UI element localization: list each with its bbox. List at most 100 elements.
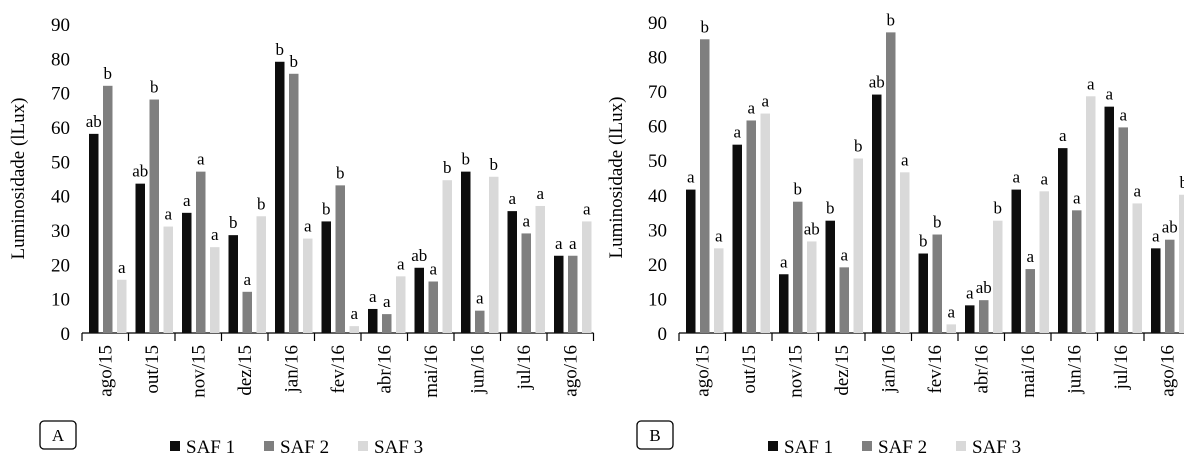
bar-saf-1-fev-16 bbox=[321, 221, 331, 333]
significance-letter: b bbox=[701, 17, 710, 36]
bar-saf-2-out-15 bbox=[746, 120, 756, 333]
y-tick-label: 0 bbox=[658, 324, 668, 345]
significance-letter: a bbox=[476, 289, 484, 308]
x-tick-label: fev/16 bbox=[925, 345, 946, 394]
bar-saf-3-fev-16 bbox=[349, 326, 359, 333]
x-tick-label: jul/16 bbox=[514, 345, 535, 390]
significance-letter: b bbox=[257, 194, 266, 213]
bar-saf-3-jul-16 bbox=[535, 205, 545, 333]
bar-saf-1-out-15 bbox=[135, 183, 145, 333]
bar-saf-1-jun-16 bbox=[1058, 148, 1068, 333]
legend-swatch bbox=[956, 441, 966, 451]
significance-letter: a bbox=[1012, 168, 1020, 187]
bar-saf-3-ago-15 bbox=[117, 279, 127, 333]
bar-saf-3-abr-16 bbox=[396, 276, 406, 333]
legend-swatch bbox=[264, 441, 274, 451]
significance-letter: ab bbox=[411, 246, 427, 265]
significance-letter: a bbox=[747, 98, 755, 117]
significance-letter: b bbox=[1180, 173, 1184, 192]
y-tick-label: 50 bbox=[51, 152, 70, 173]
y-tick-label: 80 bbox=[51, 49, 70, 70]
bar-saf-1-jul-16 bbox=[1104, 106, 1114, 334]
significance-letter: a bbox=[118, 258, 126, 277]
bar-saf-2-mai-16 bbox=[428, 281, 438, 333]
significance-letter: a bbox=[1119, 105, 1127, 124]
significance-letter: a bbox=[1087, 74, 1095, 93]
significance-letter: a bbox=[164, 205, 172, 224]
y-tick-label: 70 bbox=[51, 84, 70, 105]
x-tick-label: dez/15 bbox=[235, 345, 256, 396]
bar-saf-3-ago-15 bbox=[714, 248, 724, 333]
y-tick-label: 90 bbox=[648, 13, 667, 34]
significance-letter: a bbox=[1040, 169, 1048, 188]
bar-saf-1-out-15 bbox=[732, 144, 742, 333]
significance-letter: ab bbox=[804, 219, 820, 238]
bar-saf-1-jul-16 bbox=[507, 211, 517, 333]
bar-saf-1-ago-16 bbox=[554, 255, 564, 333]
significance-letter: a bbox=[583, 199, 591, 218]
x-tick-label: mai/16 bbox=[421, 345, 442, 398]
bar-saf-2-out-15 bbox=[149, 99, 159, 334]
bar-saf-2-ago-15 bbox=[700, 39, 710, 334]
significance-letter: b bbox=[150, 78, 159, 97]
significance-letter: b bbox=[794, 180, 803, 199]
bar-saf-2-ago-16 bbox=[568, 255, 578, 333]
bar-saf-3-dez-15 bbox=[256, 216, 266, 333]
panel-label: A bbox=[52, 426, 65, 445]
bar-saf-3-ago-16 bbox=[1179, 194, 1184, 333]
y-tick-label: 40 bbox=[51, 187, 70, 208]
significance-letter: a bbox=[780, 252, 788, 271]
bar-saf-3-out-15 bbox=[163, 226, 173, 333]
bar-saf-1-fev-16 bbox=[918, 253, 928, 333]
significance-letter: a bbox=[536, 184, 544, 203]
y-tick-label: 10 bbox=[51, 290, 70, 311]
significance-letter: b bbox=[462, 150, 471, 169]
y-axis-label: Luminosidade (lLux) bbox=[8, 98, 29, 260]
x-tick-label: jun/16 bbox=[1064, 345, 1085, 395]
significance-letter: a bbox=[761, 92, 769, 111]
significance-letter: a bbox=[350, 304, 358, 323]
significance-letter: a bbox=[429, 260, 437, 279]
legend-entry: SAF 1 bbox=[784, 437, 833, 458]
bar-saf-2-dez-15 bbox=[839, 267, 849, 333]
legend-entry: SAF 1 bbox=[186, 437, 235, 458]
bar-saf-2-nov-15 bbox=[793, 201, 803, 333]
legend-swatch bbox=[862, 441, 872, 451]
bar-saf-3-jun-16 bbox=[489, 176, 499, 333]
x-tick-label: abr/16 bbox=[971, 345, 992, 394]
bar-saf-1-abr-16 bbox=[368, 308, 378, 333]
y-tick-label: 60 bbox=[648, 117, 667, 138]
significance-letter: b bbox=[322, 199, 331, 218]
bar-saf-3-dez-15 bbox=[853, 158, 863, 333]
bar-saf-2-abr-16 bbox=[382, 314, 392, 333]
y-tick-label: 30 bbox=[648, 220, 667, 241]
significance-letter: a bbox=[840, 245, 848, 264]
bar-saf-3-abr-16 bbox=[993, 220, 1003, 333]
bar-saf-2-jan-16 bbox=[289, 73, 299, 334]
significance-letter: b bbox=[443, 158, 452, 177]
panel-label-box bbox=[39, 420, 77, 450]
y-tick-label: 20 bbox=[51, 255, 70, 276]
bar-saf-2-dez-15 bbox=[242, 291, 252, 333]
x-tick-label: ago/15 bbox=[692, 345, 713, 397]
legend-entry: SAF 2 bbox=[280, 437, 329, 458]
significance-letter: ab bbox=[1162, 218, 1178, 237]
significance-letter: ab bbox=[86, 112, 102, 131]
significance-letter: a bbox=[569, 234, 577, 253]
bar-saf-1-nov-15 bbox=[779, 274, 789, 333]
significance-letter: a bbox=[687, 168, 695, 187]
y-tick-label: 80 bbox=[648, 48, 667, 69]
bar-saf-2-fev-16 bbox=[932, 234, 942, 333]
significance-letter: a bbox=[1133, 181, 1141, 200]
bar-saf-2-ago-15 bbox=[103, 85, 113, 333]
significance-letter: ab bbox=[132, 162, 148, 181]
bar-saf-3-jul-16 bbox=[1132, 203, 1142, 333]
significance-letter: a bbox=[183, 191, 191, 210]
bar-saf-2-jul-16 bbox=[1118, 127, 1128, 334]
significance-letter: a bbox=[733, 123, 741, 142]
significance-letter: ab bbox=[869, 73, 885, 92]
significance-letter: a bbox=[211, 225, 219, 244]
y-tick-label: 0 bbox=[61, 324, 71, 345]
